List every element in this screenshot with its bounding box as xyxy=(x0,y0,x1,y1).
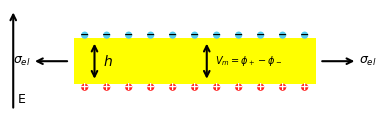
Ellipse shape xyxy=(235,32,242,39)
Ellipse shape xyxy=(169,32,176,39)
Text: −: − xyxy=(190,30,199,40)
Ellipse shape xyxy=(279,84,286,91)
Ellipse shape xyxy=(191,32,198,39)
Text: +: + xyxy=(102,82,112,92)
Ellipse shape xyxy=(169,84,176,91)
Text: −: − xyxy=(300,30,309,40)
Text: −: − xyxy=(124,30,133,40)
Ellipse shape xyxy=(147,32,154,39)
Text: $h$: $h$ xyxy=(103,54,113,69)
Text: +: + xyxy=(278,82,287,92)
Ellipse shape xyxy=(125,84,132,91)
Text: −: − xyxy=(212,30,222,40)
Ellipse shape xyxy=(103,84,110,91)
Text: +: + xyxy=(300,82,309,92)
Bar xyxy=(74,38,316,84)
Text: −: − xyxy=(234,30,243,40)
Text: E: E xyxy=(18,93,26,106)
Text: −: − xyxy=(168,30,177,40)
Text: −: − xyxy=(256,30,265,40)
Ellipse shape xyxy=(125,32,132,39)
Ellipse shape xyxy=(257,84,264,91)
Text: +: + xyxy=(190,82,199,92)
Text: +: + xyxy=(80,82,89,92)
Ellipse shape xyxy=(257,32,264,39)
Ellipse shape xyxy=(191,84,198,91)
Text: $\sigma_{el}$: $\sigma_{el}$ xyxy=(12,55,30,68)
Text: +: + xyxy=(124,82,133,92)
Text: −: − xyxy=(102,30,112,40)
Text: −: − xyxy=(146,30,155,40)
Text: −: − xyxy=(278,30,287,40)
Text: +: + xyxy=(212,82,221,92)
Text: +: + xyxy=(168,82,177,92)
Ellipse shape xyxy=(103,32,110,39)
Ellipse shape xyxy=(235,84,242,91)
Text: −: − xyxy=(80,30,89,40)
Text: +: + xyxy=(146,82,155,92)
Text: $V_m = \phi_+ - \phi_-$: $V_m = \phi_+ - \phi_-$ xyxy=(215,54,282,68)
Ellipse shape xyxy=(301,32,308,39)
Ellipse shape xyxy=(213,32,220,39)
Ellipse shape xyxy=(301,84,308,91)
Ellipse shape xyxy=(81,32,88,39)
Ellipse shape xyxy=(147,84,154,91)
Text: +: + xyxy=(234,82,243,92)
Text: +: + xyxy=(256,82,265,92)
Ellipse shape xyxy=(213,84,220,91)
Text: $\sigma_{el}$: $\sigma_{el}$ xyxy=(359,55,377,68)
Ellipse shape xyxy=(81,84,88,91)
Ellipse shape xyxy=(279,32,286,39)
